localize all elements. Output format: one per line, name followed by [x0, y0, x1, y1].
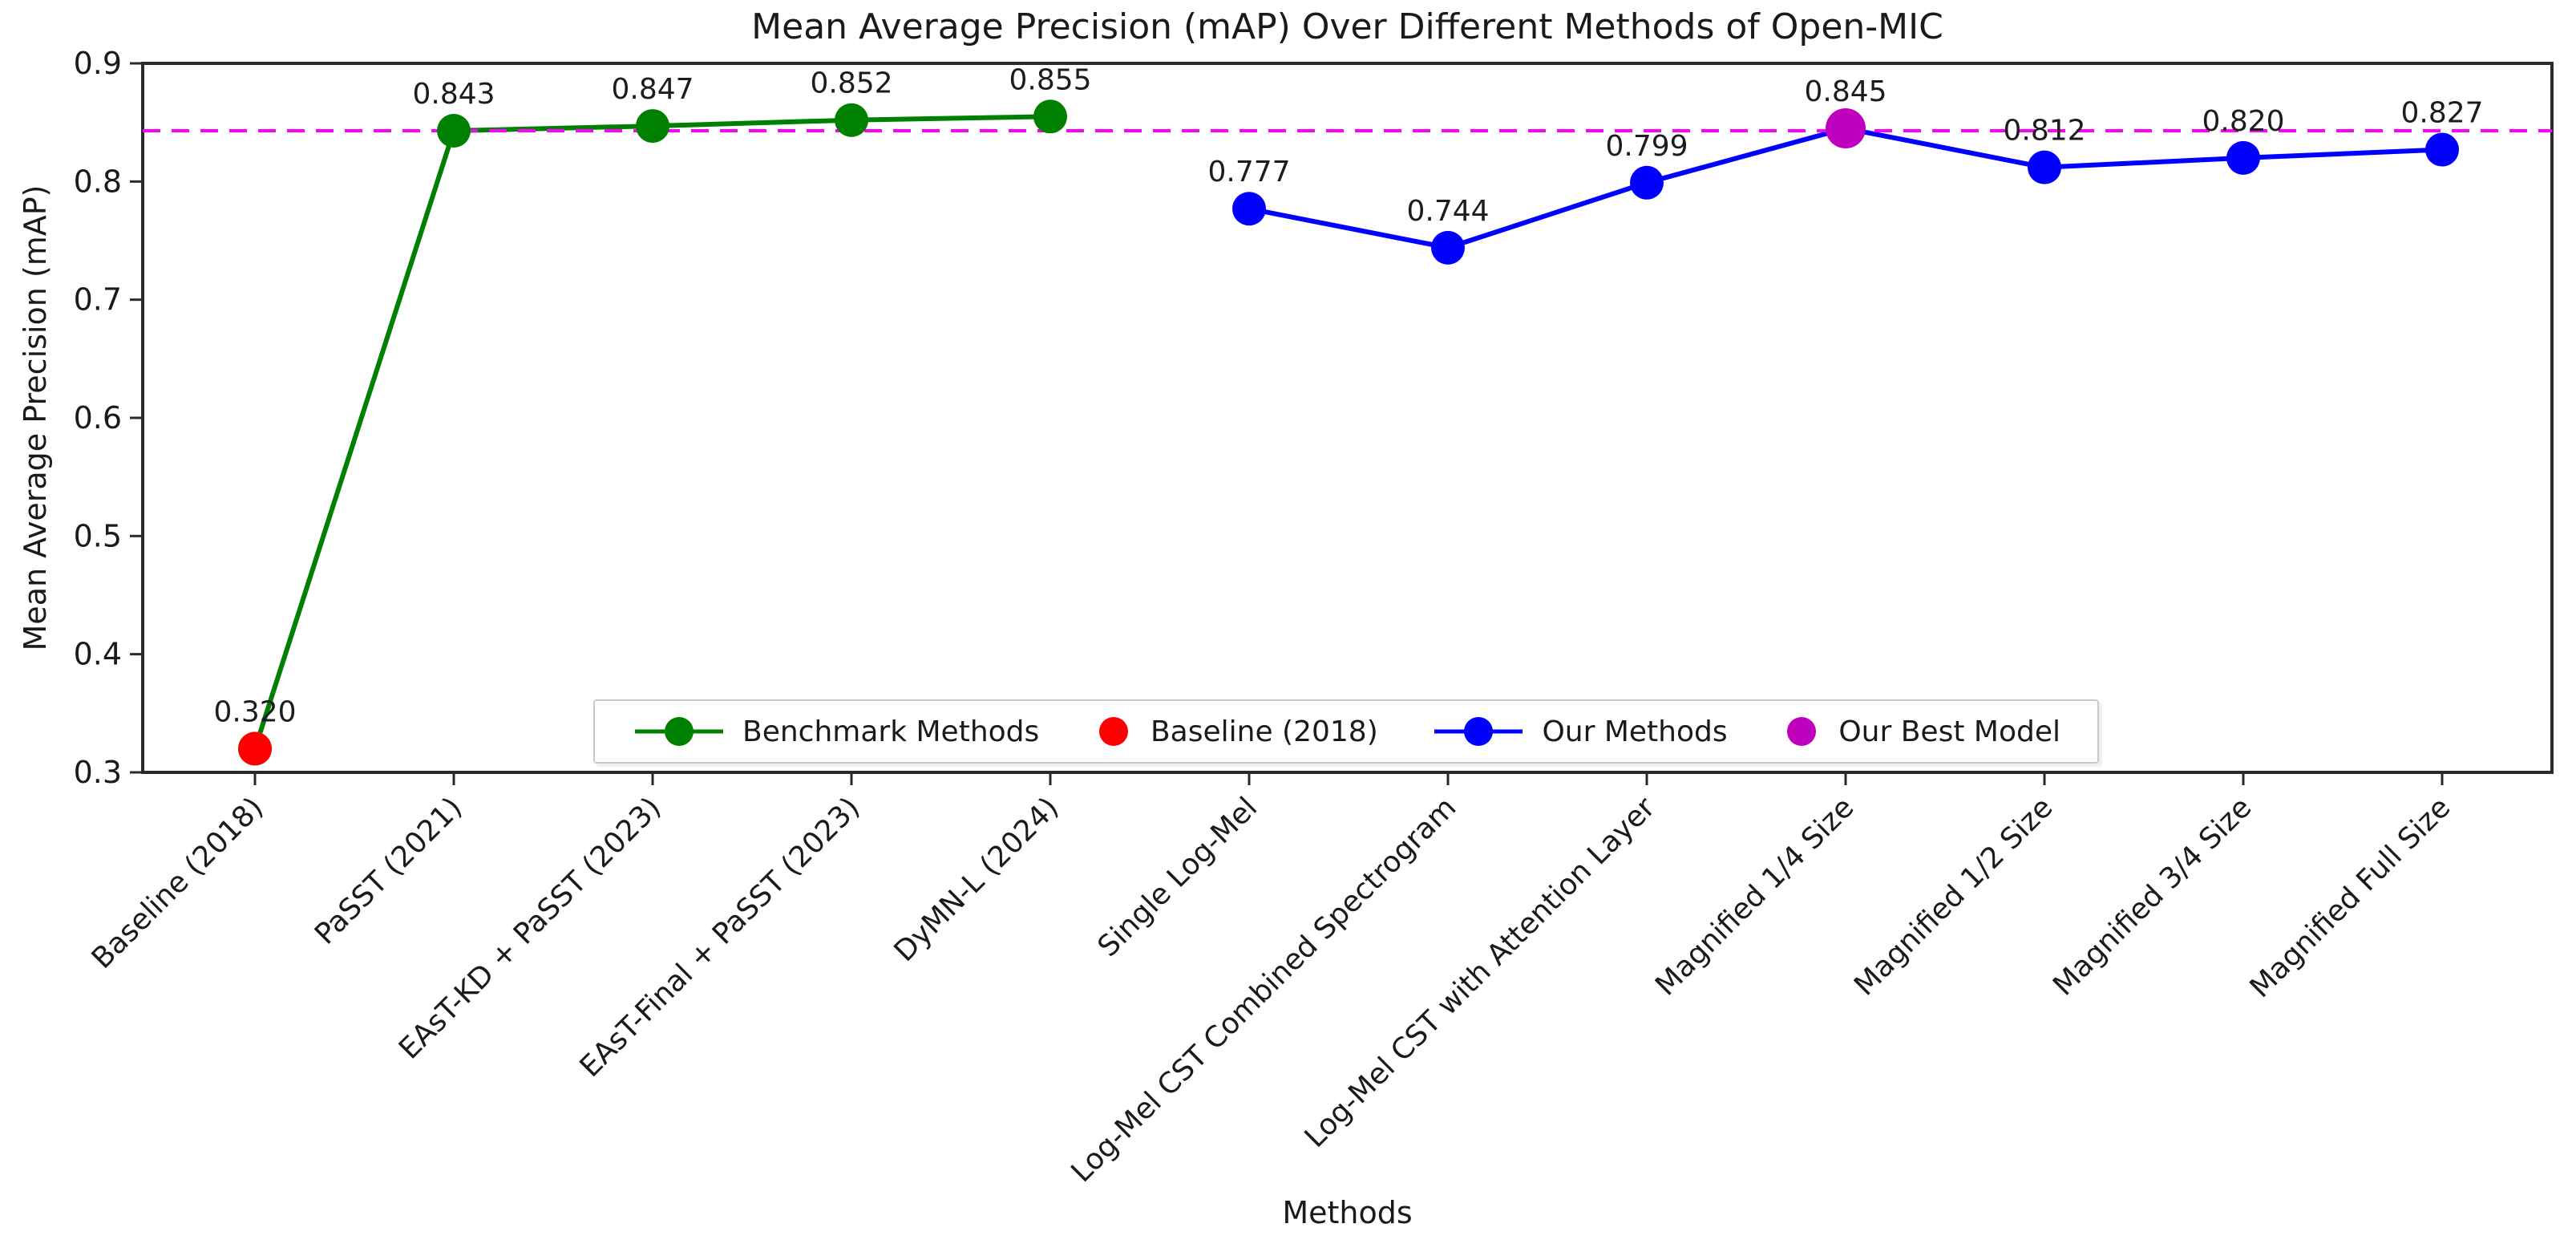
y-tick-label: 0.3 — [74, 755, 122, 790]
point-value-label: 0.744 — [1406, 195, 1489, 228]
legend-entry-our-methods: Our Methods — [1431, 709, 1728, 754]
legend-entry-label: Benchmark Methods — [742, 715, 1040, 748]
point-value-label: 0.843 — [412, 78, 495, 111]
point-our-methods-10 — [2226, 140, 2260, 175]
x-tick-label-log-mel-cst-with-attention-layer: Log-Mel CST with Attention Layer — [1299, 791, 1662, 1154]
x-axis-label: Methods — [1282, 1195, 1413, 1230]
point-benchmark-methods-4 — [1033, 99, 1067, 134]
legend-entry-our-best-model: Our Best Model — [1781, 709, 2060, 754]
point-value-label: 0.812 — [2003, 115, 2085, 148]
point-value-label: 0.852 — [810, 67, 892, 100]
legend-marker-icon — [635, 717, 723, 746]
point-our-methods-5 — [1232, 192, 1266, 226]
point-value-label: 0.845 — [1804, 75, 1887, 108]
chart-title: Mean Average Precision (mAP) Over Differ… — [751, 6, 1943, 47]
y-tick-label: 0.8 — [74, 164, 122, 199]
y-tick-label: 0.9 — [74, 46, 122, 81]
legend-entry-label: Our Best Model — [1838, 715, 2060, 748]
x-tick-label-baseline-2018: Baseline (2018) — [86, 791, 270, 975]
point-value-label: 0.320 — [213, 696, 296, 729]
point-value-label: 0.820 — [2202, 105, 2284, 138]
point-value-label: 0.777 — [1207, 156, 1290, 188]
x-tick-label-dymn-l-2024: DyMN-L (2024) — [888, 791, 1066, 968]
point-value-label: 0.847 — [611, 73, 694, 106]
y-tick-label: 0.6 — [74, 400, 122, 436]
point-baseline-2018-0 — [238, 731, 272, 766]
y-tick-label: 0.7 — [74, 282, 122, 318]
legend-marker-icon — [1787, 717, 1817, 746]
x-tick-label-magnified-1-4-size: Magnified 1/4 Size — [1649, 791, 1860, 1002]
x-tick-label-single-log-mel: Single Log-Mel — [1092, 791, 1264, 963]
y-tick-label: 0.4 — [74, 637, 122, 672]
point-our-methods-9 — [2028, 150, 2061, 184]
point-value-label: 0.855 — [1009, 63, 1091, 96]
point-benchmark-methods-1 — [437, 113, 471, 148]
point-our-methods-7 — [1630, 165, 1664, 200]
plot-border — [141, 62, 2554, 774]
legend: Benchmark Methods Baseline (2018) Our Meth… — [593, 699, 2099, 764]
legend-marker-icon — [1434, 717, 1523, 746]
legend-entry-label: Our Methods — [1542, 715, 1728, 748]
x-tick-label-magnified-full-size: Magnified Full Size — [2244, 791, 2457, 1004]
point-our-best-model-8 — [1826, 108, 1866, 149]
legend-entry-label: Baseline (2018) — [1150, 715, 1378, 748]
y-tick-label: 0.5 — [74, 518, 122, 553]
x-tick-label-passt-2021: PaSST (2021) — [309, 791, 468, 950]
point-our-methods-11 — [2425, 132, 2459, 167]
legend-entry-benchmark-methods: Benchmark Methods — [632, 709, 1039, 754]
x-tick-label-magnified-1-2-size: Magnified 1/2 Size — [1848, 791, 2059, 1002]
point-value-label: 0.799 — [1605, 130, 1688, 163]
legend-entry-baseline-2018: Baseline (2018) — [1093, 709, 1378, 754]
y-axis-label: Mean Average Precision (mAP) — [18, 184, 53, 651]
point-our-methods-6 — [1431, 230, 1465, 265]
point-benchmark-methods-3 — [835, 103, 868, 137]
x-tick-label-magnified-3-4-size: Magnified 3/4 Size — [2047, 791, 2258, 1002]
point-value-label: 0.827 — [2400, 97, 2483, 130]
point-benchmark-methods-2 — [636, 109, 669, 144]
x-tick-label-log-mel-cst-combined-spectrogram: Log-Mel CST Combined Spectrogram — [1065, 791, 1462, 1189]
legend-marker-icon — [1098, 717, 1128, 746]
